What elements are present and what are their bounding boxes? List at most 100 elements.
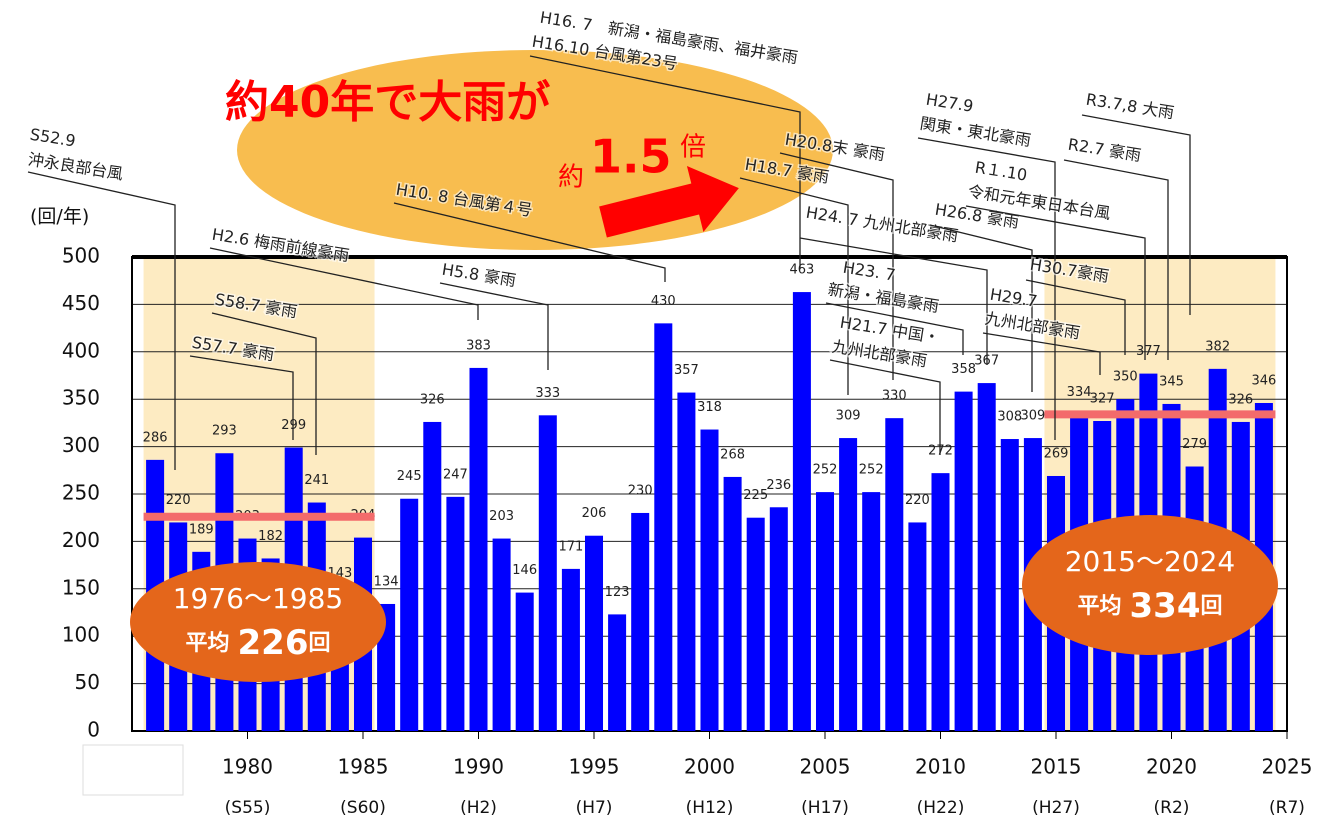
annotation-leader — [825, 302, 964, 355]
x-tick-label: 2020 — [1146, 755, 1197, 779]
average-oval — [1022, 515, 1278, 655]
value-label: 309 — [836, 409, 861, 424]
y-tick-label: 500 — [62, 244, 100, 268]
annotation-text: H27.9 — [925, 90, 975, 116]
value-label: 327 — [1090, 392, 1115, 407]
annotation-leader — [982, 332, 1101, 375]
annotation-leader — [1025, 279, 1126, 355]
value-label: 333 — [535, 386, 560, 401]
value-label: 123 — [605, 585, 630, 600]
value-label: 182 — [258, 529, 283, 544]
annotation-leader — [929, 224, 1033, 392]
bar — [423, 421, 442, 731]
bar — [839, 438, 858, 731]
x-tick-label: 2010 — [915, 755, 966, 779]
era-label: (S60) — [340, 798, 386, 818]
bar — [746, 517, 765, 731]
bar — [538, 415, 557, 731]
value-label: 463 — [789, 263, 814, 278]
blank-box — [82, 744, 184, 796]
value-label: 308 — [997, 410, 1022, 425]
bar — [1000, 439, 1019, 731]
bar — [723, 476, 742, 731]
value-label: 279 — [1182, 437, 1207, 452]
annotation-leader — [529, 55, 801, 268]
headline-main: 約40年で大雨が — [225, 77, 550, 128]
era-label: (H7) — [576, 798, 613, 818]
value-label: 245 — [397, 469, 422, 484]
x-tick-label: 2005 — [800, 755, 851, 779]
y-tick-label: 150 — [62, 575, 100, 599]
era-label: (R7) — [1269, 798, 1305, 818]
bar — [584, 535, 604, 731]
y-tick-label: 200 — [62, 528, 100, 552]
bar — [862, 492, 881, 731]
value-label: 220 — [166, 493, 191, 508]
era-label: (H17) — [801, 798, 849, 818]
value-label: 430 — [651, 294, 676, 309]
bar — [492, 538, 511, 731]
x-tick-label: 1990 — [453, 755, 504, 779]
average-text: 平均 226回 — [185, 623, 330, 663]
y-tick-label: 100 — [62, 623, 100, 647]
annotation-text: R2.7 豪雨 — [1067, 135, 1143, 165]
average-unit: 回 — [1200, 594, 1222, 619]
x-tick-label: 2000 — [684, 755, 735, 779]
headline-arrow — [599, 166, 739, 238]
value-label: 326 — [420, 392, 445, 407]
value-label: 225 — [743, 488, 768, 503]
y-tick-label: 400 — [62, 338, 100, 362]
annotation-text: 新潟・福島豪雨 — [827, 280, 941, 316]
annotation-leader — [1081, 114, 1191, 315]
annotation-text: H29.7 — [989, 285, 1039, 311]
value-label: 357 — [674, 363, 699, 378]
value-label: 345 — [1159, 374, 1184, 389]
value-label: 309 — [1020, 409, 1045, 424]
era-label: (H12) — [686, 798, 734, 818]
era-label: (H27) — [1032, 798, 1080, 818]
value-label: 346 — [1251, 373, 1276, 388]
value-label: 220 — [905, 493, 930, 508]
headline-prefix: 約 — [558, 163, 584, 193]
value-label: 383 — [466, 338, 491, 353]
value-label: 377 — [1136, 344, 1161, 359]
annotation-leader — [1063, 159, 1169, 360]
bar — [469, 367, 488, 731]
era-label: (H2) — [460, 798, 497, 818]
headline-suffix: 倍 — [680, 133, 706, 163]
average-oval — [130, 562, 386, 682]
average-unit: 回 — [308, 631, 330, 656]
value-label: 334 — [1067, 385, 1092, 400]
bar — [608, 614, 627, 731]
annotation-text: R１.10 — [974, 158, 1029, 185]
y-tick-label: 300 — [62, 433, 100, 457]
value-label: 326 — [1228, 392, 1253, 407]
value-label: 268 — [720, 447, 745, 462]
bar — [515, 592, 534, 731]
bar — [561, 568, 580, 731]
annotation-text: H23. 7 — [842, 258, 897, 285]
value-label: 236 — [766, 478, 791, 493]
bar — [400, 498, 419, 731]
value-label: 203 — [489, 509, 514, 524]
average-label: 平均 — [1077, 593, 1121, 619]
annotation-leader — [965, 205, 1146, 360]
bar — [700, 429, 719, 731]
annotation-leader — [829, 359, 941, 455]
y-tick-label: 350 — [62, 386, 100, 410]
era-label: (S55) — [225, 798, 271, 818]
era-label: (R2) — [1154, 798, 1190, 818]
y-tick-label: 0 — [87, 718, 100, 742]
annotation-text: 沖永良部台風 — [27, 150, 125, 184]
bar — [954, 391, 973, 731]
bar — [885, 418, 904, 731]
value-label: 146 — [512, 563, 537, 578]
value-label: 230 — [628, 483, 653, 498]
value-label: 189 — [189, 522, 214, 537]
x-tick-label: 1985 — [338, 755, 389, 779]
y-tick-label: 50 — [75, 670, 100, 694]
value-label: 241 — [304, 473, 329, 488]
average-period: 2015～2024 — [1065, 545, 1236, 578]
bar — [977, 383, 996, 731]
